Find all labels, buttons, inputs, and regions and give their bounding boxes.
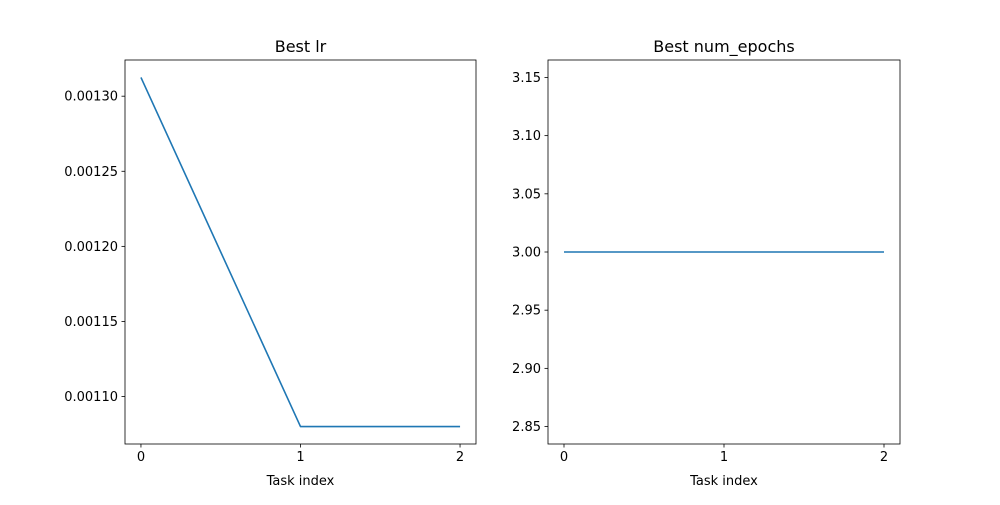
x-tick-label: 0 — [137, 450, 145, 465]
y-tick-label: 3.00 — [512, 246, 541, 261]
x-tick-label: 2 — [880, 450, 888, 465]
y-tick-label: 0.00130 — [64, 90, 118, 105]
ticks-group: 0 1 2 2.85 2.90 2.95 3.00 3.05 3.10 3.15 — [512, 71, 888, 465]
axes-frame — [547, 59, 901, 445]
series-group — [140, 77, 461, 428]
y-tick-label: 2.90 — [512, 362, 541, 377]
y-tick-label: 0.00125 — [64, 165, 118, 180]
subplot-best-lr: 0 1 2 0.00110 0.00115 0.00120 0.00125 0.00130 B… — [64, 37, 477, 489]
plot-area — [125, 60, 476, 444]
y-tick-label: 3.05 — [512, 187, 541, 202]
subplot-best-num-epochs: 0 1 2 2.85 2.90 2.95 3.00 3.05 3.10 3.15 Best num… — [512, 37, 901, 489]
x-axis-label: Task index — [689, 474, 758, 489]
chart-title: Best lr — [275, 37, 327, 56]
axes-frame — [124, 59, 477, 445]
y-tick-label: 0.00115 — [64, 315, 118, 330]
y-tick-label: 3.15 — [512, 71, 541, 86]
x-tick-label: 1 — [720, 450, 728, 465]
y-tick-label: 2.85 — [512, 420, 541, 435]
series-line — [140, 77, 461, 428]
y-tick-label: 0.00120 — [64, 240, 118, 255]
chart-title: Best num_epochs — [653, 37, 794, 57]
y-tick-label: 3.10 — [512, 129, 541, 144]
x-tick-label: 1 — [296, 450, 304, 465]
x-tick-label: 2 — [456, 450, 464, 465]
y-tick-label: 2.95 — [512, 304, 541, 319]
y-tick-label: 0.00110 — [64, 390, 118, 405]
x-tick-label: 0 — [560, 450, 568, 465]
x-axis-label: Task index — [266, 474, 335, 489]
ticks-group: 0 1 2 0.00110 0.00115 0.00120 0.00125 0.00130 — [64, 90, 464, 465]
